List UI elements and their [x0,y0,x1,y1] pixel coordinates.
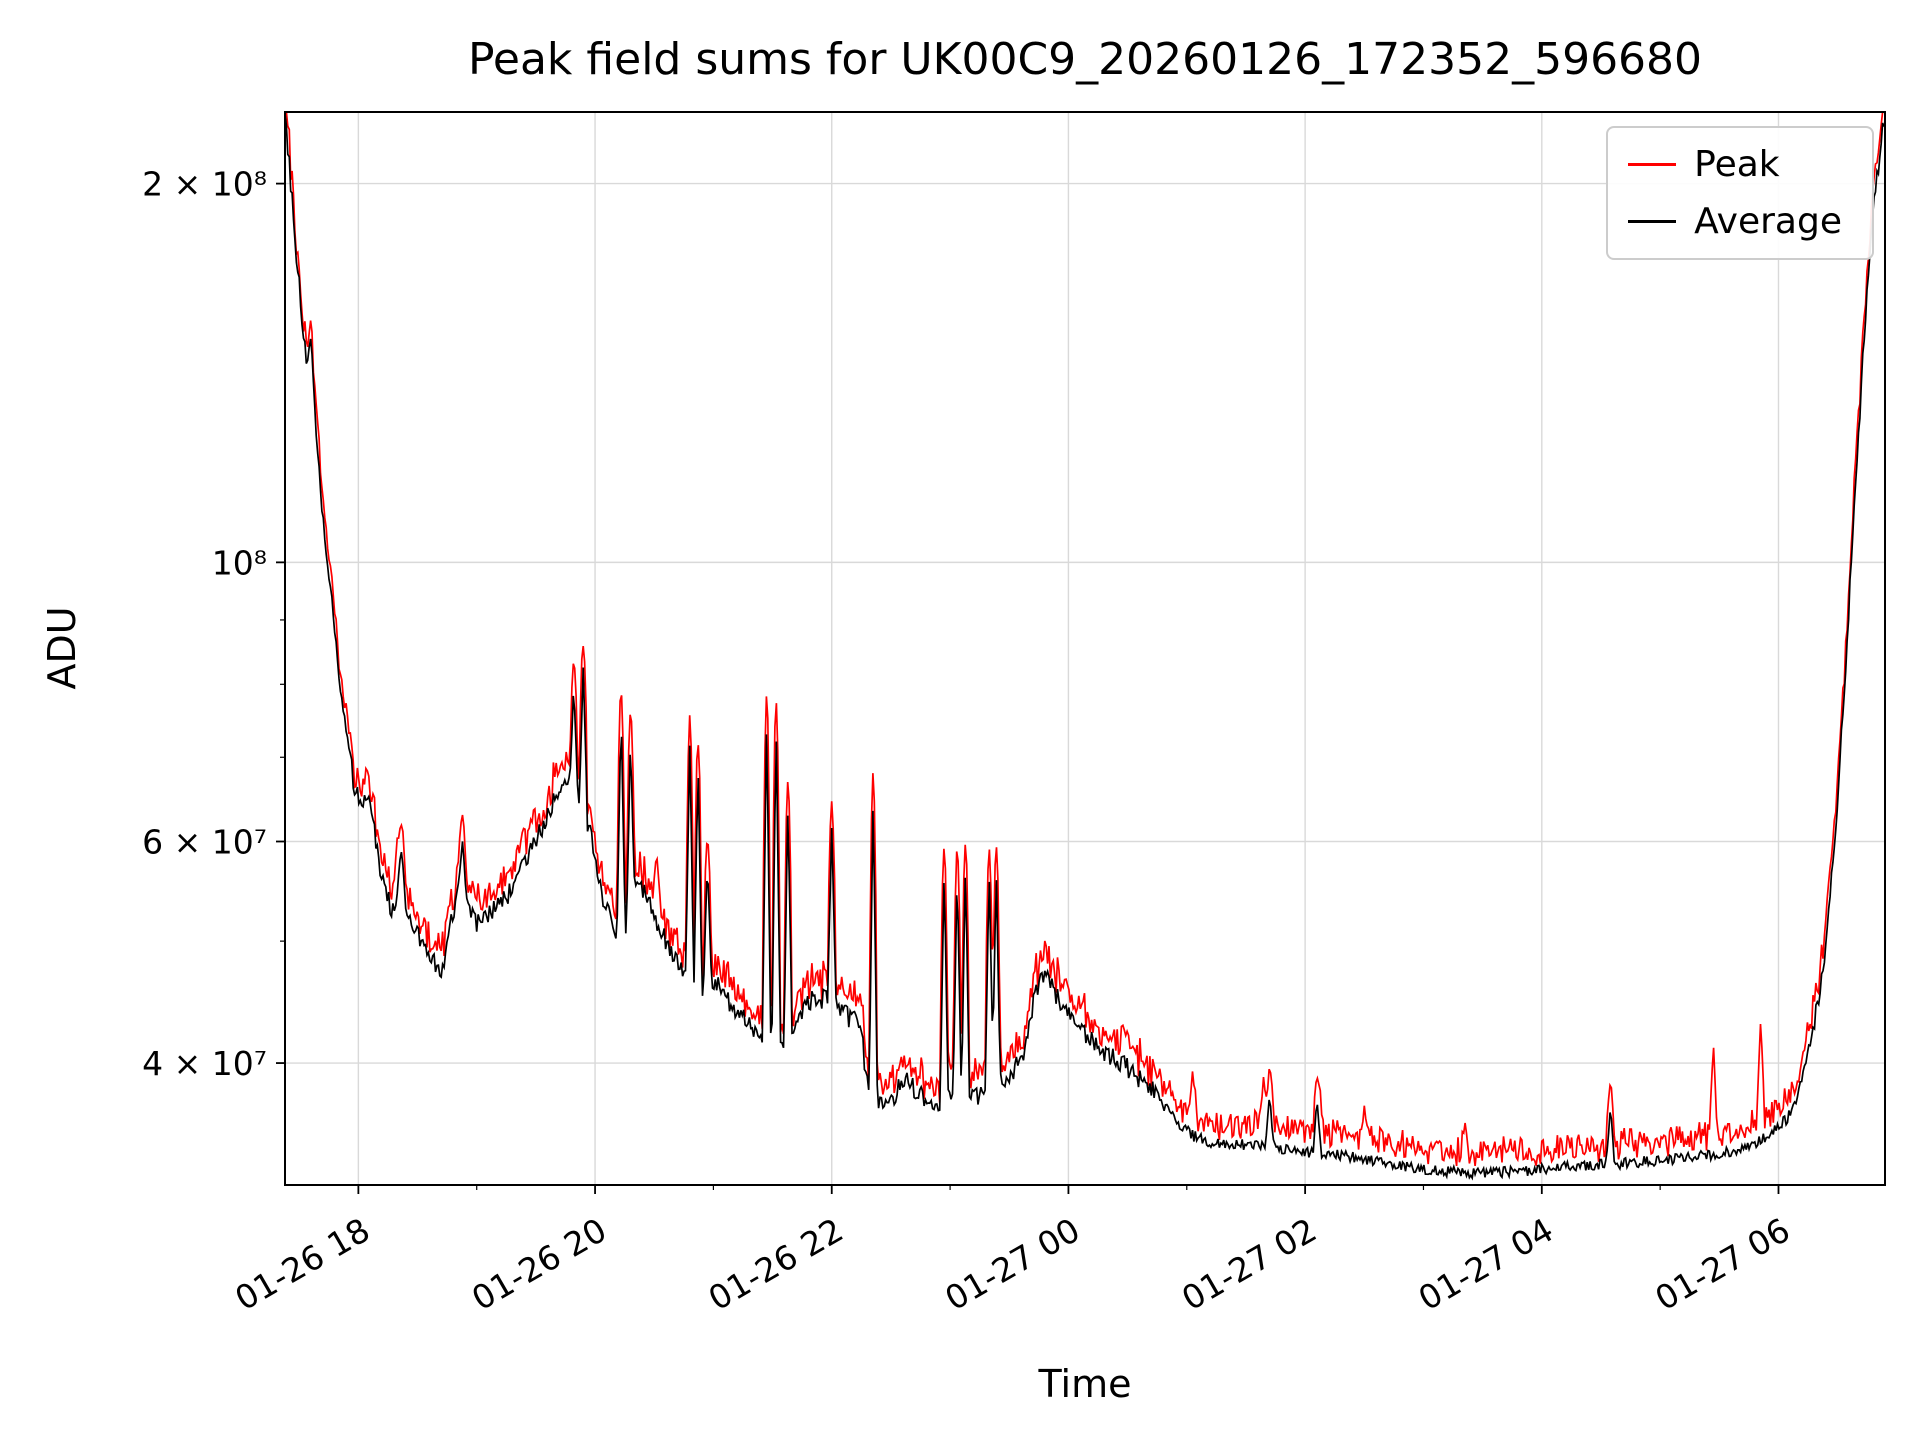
average-series-line [284,113,1885,1181]
average-line-sample [1628,220,1677,223]
y-tick-label: 10⁸ [212,543,267,582]
legend-entry-peak: Peak [1628,144,1842,185]
y-axis-label: ADU [40,606,84,690]
x-axis-label: Time [1038,1362,1132,1406]
peak-series-line [285,111,1885,1167]
plot-border [284,111,1886,1186]
x-tick-label: 01-27 00 [938,1210,1086,1318]
y-tick-label: 4 × 10⁷ [142,1044,267,1083]
chart-title: Peak field sums for UK00C9_20260126_1723… [467,34,1703,85]
x-tick-label: 01-27 06 [1648,1210,1796,1318]
x-tick-label: 01-26 22 [702,1210,850,1318]
x-tick-label: 01-27 04 [1412,1210,1560,1318]
y-tick-label: 2 × 10⁸ [142,165,267,204]
legend-entry-average: Average [1628,201,1842,242]
legend-label-peak: Peak [1694,144,1780,185]
legend-label-average: Average [1694,201,1842,242]
x-tick-label: 01-26 20 [465,1210,613,1318]
x-tick-label: 01-27 02 [1175,1210,1323,1318]
peak-line-sample [1628,163,1677,166]
y-tick-label: 6 × 10⁷ [142,823,267,862]
x-tick-label: 01-26 18 [228,1210,376,1318]
legend: Peak Average [1606,126,1874,260]
